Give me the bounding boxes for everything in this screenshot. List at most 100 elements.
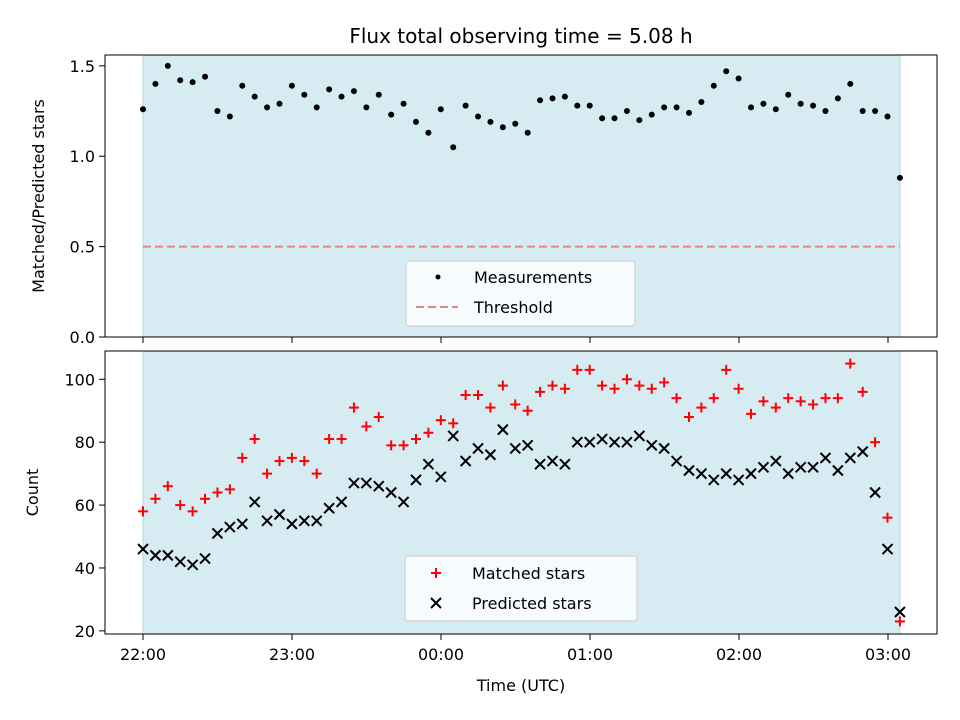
matched-star-point (510, 399, 521, 410)
predicted-star-point (298, 515, 311, 527)
y-tick-label: 1.0 (70, 147, 95, 166)
matched-star-point (708, 393, 719, 404)
matched-star-point (659, 377, 670, 388)
matched-star-point (497, 380, 508, 391)
matched-star-point (175, 500, 186, 511)
measurement-point (561, 93, 568, 100)
matched-star-point (274, 456, 285, 467)
legend-matched-label: Matched stars (472, 564, 585, 583)
legend-predicted-label: Predicted stars (472, 594, 592, 613)
measurement-point (363, 104, 370, 111)
matched-star-point (423, 427, 434, 438)
measurement-point (748, 104, 755, 111)
y-tick-label: 0.0 (70, 328, 95, 347)
predicted-star-point (422, 458, 435, 470)
bottom-x-axis: 22:00 23:00 00:00 01:00 02:00 03:00 (120, 634, 911, 664)
predicted-star-point (447, 430, 459, 442)
measurement-point (226, 113, 233, 120)
predicted-star-point (435, 471, 447, 483)
predicted-star-point (224, 521, 236, 533)
matched-star-point (249, 434, 260, 445)
matched-star-point (535, 386, 546, 397)
measurement-point (400, 100, 407, 107)
legend-measurements-marker (435, 274, 441, 280)
predicted-star-point (348, 477, 360, 489)
matched-star-point (348, 402, 359, 413)
predicted-star-point (397, 496, 410, 508)
matched-star-point (435, 415, 446, 426)
predicted-star-point (670, 455, 683, 467)
top-legend: Measurements Threshold (405, 260, 636, 327)
matched-star-point (733, 383, 744, 394)
matched-star-point (646, 383, 657, 394)
matched-star-point (187, 506, 198, 517)
top-legend-box (405, 260, 636, 327)
y-tick-label: 0.5 (70, 238, 95, 257)
measurement-point (313, 104, 320, 111)
measurement-point (859, 108, 866, 115)
predicted-star-point (732, 474, 745, 486)
bottom-y-axis-label: Count (23, 469, 42, 517)
predicted-star-point (583, 436, 596, 448)
matched-star-point (857, 386, 868, 397)
predicted-star-point (472, 442, 484, 455)
matched-star-point (671, 393, 682, 404)
predicted-star-point (323, 502, 335, 514)
matched-star-point (361, 421, 372, 432)
matched-star-point (410, 434, 421, 445)
predicted-star-point (546, 455, 559, 467)
matched-star-point (559, 383, 570, 394)
predicted-star-point (521, 439, 534, 452)
x-tick-label: 01:00 (567, 645, 613, 664)
predicted-star-point (261, 515, 273, 527)
matched-star-point (634, 380, 645, 391)
matched-star-point (485, 402, 496, 413)
predicted-star-point (484, 449, 497, 461)
measurement-point (685, 109, 692, 116)
measurement-point (450, 144, 457, 151)
measurement-point (872, 108, 879, 115)
bottom-y-axis: 20 40 60 80 100 (64, 351, 901, 641)
measurement-point (214, 108, 221, 115)
matched-star-point (336, 434, 347, 445)
matched-star-point (832, 393, 843, 404)
matched-star-point (696, 402, 707, 413)
matched-star-point (746, 408, 757, 419)
predicted-star-point (621, 436, 633, 448)
predicted-star-point (410, 474, 422, 486)
y-tick-label: 60 (75, 496, 95, 515)
matched-star-point (820, 393, 831, 404)
measurement-point (673, 104, 680, 111)
measurement-point (276, 100, 283, 107)
predicted-star-point (211, 527, 224, 540)
predicted-stars-points (137, 423, 906, 618)
measurement-point (487, 118, 494, 125)
measurement-point (425, 129, 432, 136)
measurement-point (202, 73, 209, 80)
measurement-point (251, 93, 258, 100)
top-y-axis: 0.0 0.5 1.0 1.5 (70, 55, 901, 347)
predicted-star-point (286, 518, 298, 530)
predicted-star-point (819, 452, 832, 464)
measurement-point (152, 80, 159, 87)
predicted-star-point (794, 461, 807, 474)
predicted-star-point (149, 549, 162, 562)
matched-star-point (150, 493, 161, 504)
predicted-star-point (844, 452, 856, 464)
predicted-star-point (807, 461, 819, 474)
predicted-star-point (186, 559, 199, 571)
measurement-point (239, 82, 246, 89)
matched-star-point (721, 364, 732, 375)
predicted-star-point (683, 464, 695, 477)
matched-star-point (324, 434, 335, 445)
predicted-star-point (385, 486, 397, 499)
predicted-star-point (646, 439, 658, 452)
predicted-star-point (137, 543, 149, 555)
bottom-panel: 20 40 60 80 100 22:00 23:00 00:00 01:00 02:00 03:… (23, 350, 938, 695)
measurement-point (760, 100, 767, 107)
matched-star-point (386, 440, 397, 451)
measurement-point (574, 102, 581, 109)
matched-star-point (621, 374, 632, 385)
legend-plus (431, 568, 441, 578)
legend-threshold-label: Threshold (473, 298, 553, 317)
